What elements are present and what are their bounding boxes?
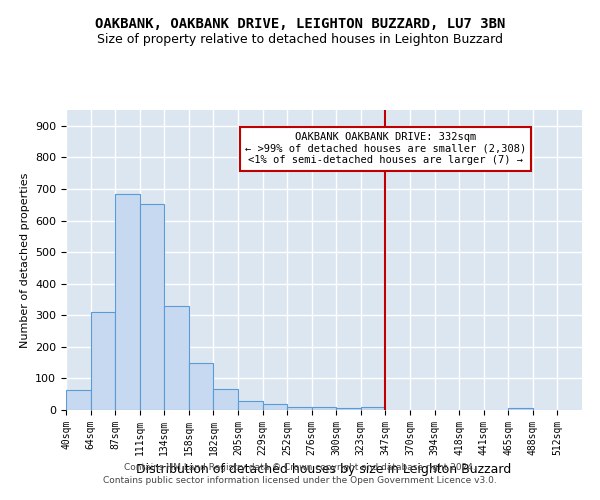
Text: Contains HM Land Registry data © Crown copyright and database right 2024.
Contai: Contains HM Land Registry data © Crown c… (103, 464, 497, 485)
Bar (508, 408, 533, 410)
Bar (115, 194, 140, 410)
Bar (238, 400, 263, 410)
Y-axis label: Number of detached properties: Number of detached properties (20, 172, 29, 348)
Bar (164, 306, 189, 410)
Text: OAKBANK OAKBANK DRIVE: 332sqm
← >99% of detached houses are smaller (2,308)
<1% : OAKBANK OAKBANK DRIVE: 332sqm ← >99% of … (245, 132, 526, 166)
Bar (336, 408, 361, 410)
Bar (312, 408, 336, 410)
Text: Size of property relative to detached houses in Leighton Buzzard: Size of property relative to detached ho… (97, 32, 503, 46)
Bar (263, 404, 287, 410)
Bar (66, 390, 91, 410)
Bar (214, 390, 238, 410)
Bar (91, 312, 115, 410)
Bar (287, 407, 312, 410)
Bar (189, 362, 214, 410)
Text: OAKBANK, OAKBANK DRIVE, LEIGHTON BUZZARD, LU7 3BN: OAKBANK, OAKBANK DRIVE, LEIGHTON BUZZARD… (95, 18, 505, 32)
Bar (140, 204, 164, 410)
X-axis label: Distribution of detached houses by size in Leighton Buzzard: Distribution of detached houses by size … (136, 464, 512, 476)
Bar (361, 408, 385, 410)
